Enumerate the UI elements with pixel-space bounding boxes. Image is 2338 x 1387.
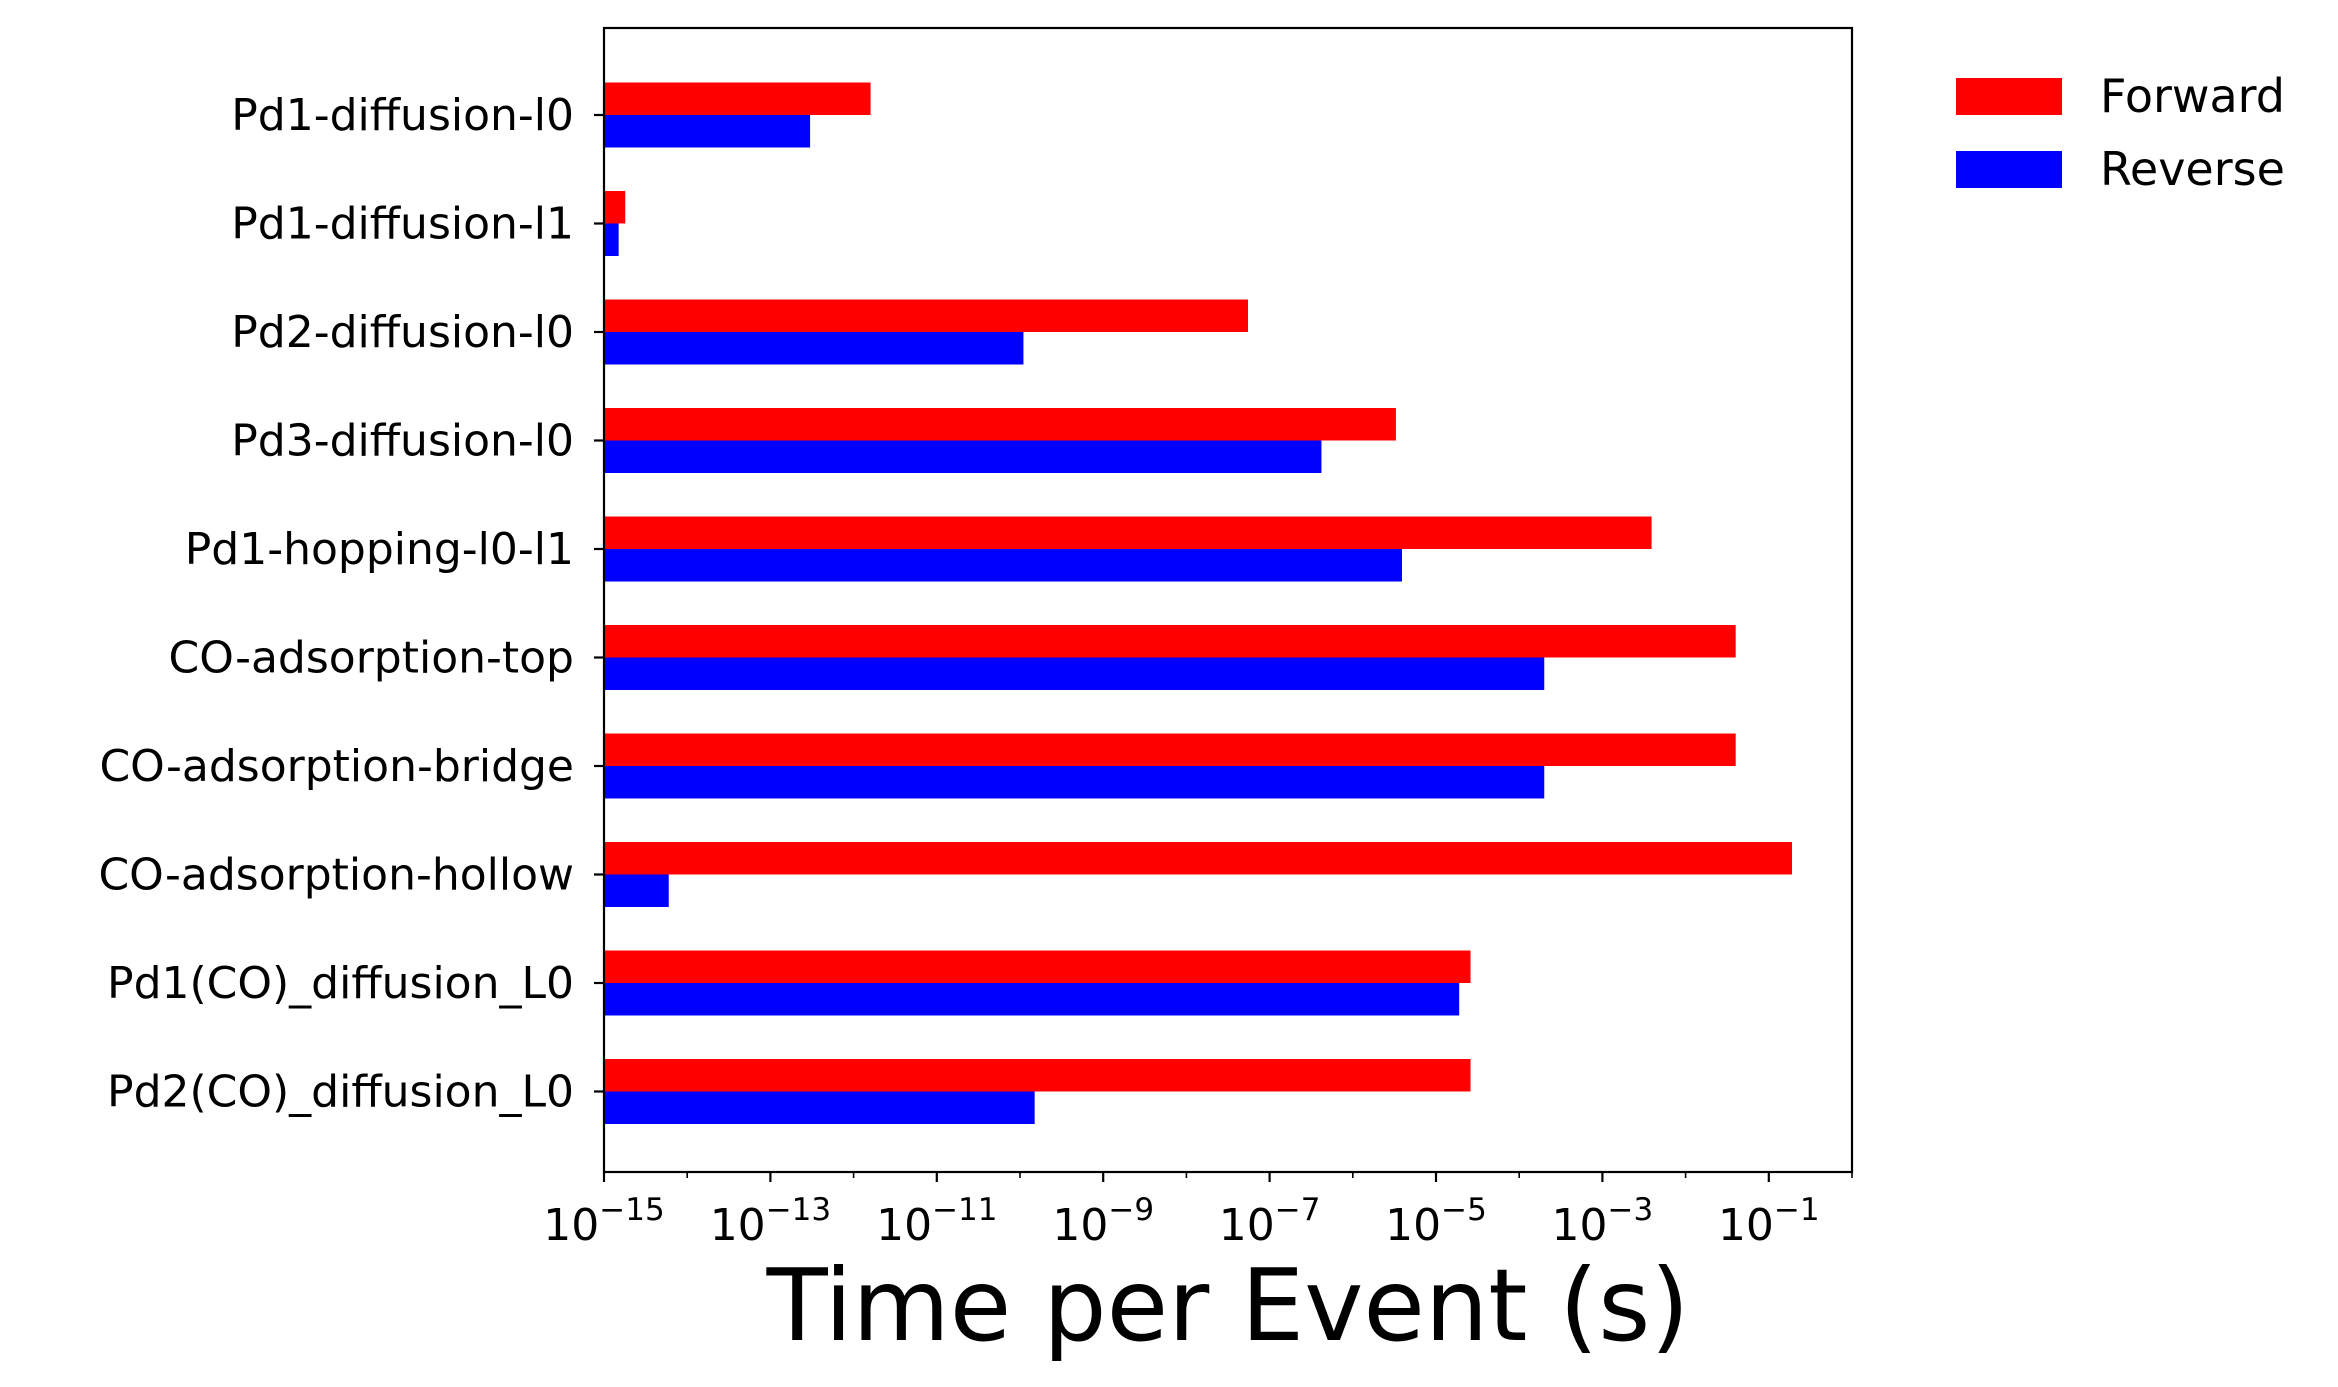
x-tick-label-base: 10 bbox=[876, 1200, 932, 1251]
y-tick-label: Pd1-diffusion-l0 bbox=[231, 90, 574, 141]
x-tick-label-exponent: −3 bbox=[1608, 1192, 1654, 1228]
x-tick-label-exponent: −13 bbox=[766, 1192, 831, 1228]
y-axis: Pd1-diffusion-l0 Pd1-diffusion-l1 Pd2-diff… bbox=[98, 90, 604, 1118]
bar-forward-0 bbox=[604, 82, 871, 115]
bar-reverse-9 bbox=[604, 1091, 1035, 1124]
y-tick-label: CO-adsorption-top bbox=[169, 633, 574, 684]
x-tick-label-exponent: −7 bbox=[1275, 1192, 1321, 1228]
x-tick-label: 10−11 bbox=[876, 1192, 997, 1251]
bar-reverse-4 bbox=[604, 549, 1402, 582]
y-tick-label: Pd3-diffusion-l0 bbox=[231, 416, 574, 467]
y-tick-label: Pd1-diffusion-l1 bbox=[231, 199, 574, 250]
x-tick-label-base: 10 bbox=[543, 1200, 599, 1251]
y-tick-label: Pd1(CO)_diffusion_L0 bbox=[107, 958, 574, 1009]
bar-reverse-0 bbox=[604, 115, 811, 148]
bar-reverse-8 bbox=[604, 983, 1460, 1016]
x-tick-label-base: 10 bbox=[1219, 1200, 1275, 1251]
legend-swatch-reverse bbox=[1956, 151, 2062, 188]
legend-swatch-forward bbox=[1956, 78, 2062, 115]
bar-reverse-6 bbox=[604, 766, 1545, 799]
x-tick-label: 10−9 bbox=[1052, 1192, 1154, 1251]
plot-frame bbox=[602, 26, 1854, 1174]
x-tick-label-base: 10 bbox=[1052, 1200, 1108, 1251]
x-tick-label-base: 10 bbox=[1718, 1200, 1774, 1251]
x-tick-label-exponent: −15 bbox=[599, 1192, 664, 1228]
legend-label-reverse: Reverse bbox=[2100, 142, 2285, 196]
x-tick-label: 10−1 bbox=[1718, 1192, 1820, 1251]
bar-forward-1 bbox=[604, 191, 626, 224]
x-tick-label-base: 10 bbox=[710, 1200, 766, 1251]
y-tick-label: CO-adsorption-hollow bbox=[98, 850, 574, 901]
x-axis: 10−15 10−13 10−11 10−9 10−7 10−5 10−3 10−1 bbox=[543, 1172, 1853, 1251]
bar-forward-6 bbox=[604, 733, 1736, 766]
bar-forward-4 bbox=[604, 516, 1652, 549]
y-tick-label: Pd1-hopping-l0-l1 bbox=[185, 524, 574, 575]
y-tick-label: Pd2-diffusion-l0 bbox=[231, 307, 574, 358]
bar-reverse-3 bbox=[604, 440, 1322, 473]
bar-reverse-2 bbox=[604, 332, 1024, 365]
bar-forward-3 bbox=[604, 408, 1396, 441]
bar-forward-7 bbox=[604, 842, 1792, 875]
x-tick-label-base: 10 bbox=[1552, 1200, 1608, 1251]
x-tick-label: 10−7 bbox=[1219, 1192, 1321, 1251]
bar-reverse-7 bbox=[604, 874, 669, 907]
bar-reverse-1 bbox=[604, 223, 619, 256]
x-axis-title: Time per Event (s) bbox=[766, 1247, 1690, 1364]
bar-forward-5 bbox=[604, 625, 1736, 658]
legend-label-forward: Forward bbox=[2100, 69, 2285, 123]
x-tick-label-exponent: −9 bbox=[1108, 1192, 1154, 1228]
x-tick-label-base: 10 bbox=[1385, 1200, 1441, 1251]
x-tick-label-exponent: −11 bbox=[932, 1192, 997, 1228]
bar-forward-9 bbox=[604, 1059, 1471, 1092]
x-tick-label-exponent: −5 bbox=[1441, 1192, 1487, 1228]
x-tick-label: 10−13 bbox=[710, 1192, 831, 1251]
bar-forward-2 bbox=[604, 299, 1248, 332]
bar-reverse-5 bbox=[604, 657, 1545, 690]
bar-forward-8 bbox=[604, 950, 1471, 983]
x-tick-label: 10−15 bbox=[543, 1192, 664, 1251]
y-tick-label: Pd2(CO)_diffusion_L0 bbox=[107, 1067, 574, 1118]
x-tick-label-exponent: −1 bbox=[1774, 1192, 1820, 1228]
bars-layer bbox=[604, 82, 1792, 1124]
legend: Forward Reverse bbox=[1956, 69, 2285, 196]
x-tick-label: 10−3 bbox=[1552, 1192, 1654, 1251]
x-tick-label: 10−5 bbox=[1385, 1192, 1487, 1251]
y-tick-label: CO-adsorption-bridge bbox=[99, 741, 574, 792]
